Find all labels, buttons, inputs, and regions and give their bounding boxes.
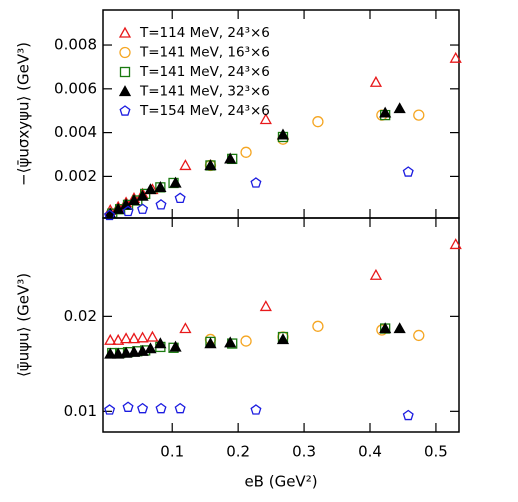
plot-frame: [102, 217, 460, 433]
x-tick-label: 0.3: [292, 443, 316, 461]
marker: [119, 346, 133, 358]
y-axis-label: ⟨ψ̄uψu⟩ (GeV³): [15, 273, 33, 377]
marker: [449, 238, 462, 250]
marker: [118, 85, 132, 97]
marker: [413, 329, 425, 342]
marker: [250, 404, 262, 415]
marker: [104, 404, 116, 415]
marker: [169, 176, 182, 188]
marker: [144, 342, 157, 354]
marker: [155, 199, 167, 210]
marker: [119, 66, 131, 78]
marker: [179, 159, 192, 171]
marker: [204, 159, 217, 171]
marker: [119, 46, 131, 59]
marker: [312, 116, 324, 128]
marker: [259, 113, 272, 125]
y-tick-label: 0.006: [54, 79, 97, 97]
marker: [155, 402, 167, 414]
marker: [413, 109, 425, 121]
marker: [393, 102, 406, 114]
y-axis-label: −⟨ψ̄uσxyψu⟩ (GeV³): [15, 42, 33, 186]
marker: [393, 322, 406, 334]
marker: [224, 336, 237, 348]
marker: [119, 332, 133, 344]
marker: [127, 332, 141, 344]
legend-label: T=154 MeV, 24³×6: [139, 103, 270, 119]
marker: [174, 402, 186, 414]
marker: [112, 347, 125, 359]
marker: [449, 51, 462, 63]
marker: [154, 337, 167, 349]
y-tick-label: 0.01: [64, 402, 97, 420]
marker: [127, 345, 141, 357]
marker: [204, 337, 217, 349]
marker: [240, 146, 252, 158]
marker: [154, 181, 167, 192]
x-tick-label: 0.4: [358, 443, 382, 461]
marker: [104, 347, 117, 359]
marker: [112, 333, 125, 345]
legend-label: T=141 MeV, 16³×6: [139, 45, 270, 61]
x-tick-label: 0.5: [424, 443, 448, 461]
marker: [119, 105, 131, 116]
marker: [104, 333, 117, 345]
x-tick-label: 0.1: [160, 443, 184, 461]
y-tick-label: 0.02: [64, 307, 97, 325]
marker: [276, 333, 290, 345]
marker: [127, 194, 141, 206]
marker: [179, 322, 192, 334]
marker: [144, 183, 157, 195]
marker: [369, 75, 383, 87]
marker: [136, 189, 149, 201]
x-tick-label: 0.2: [226, 443, 250, 461]
legend-label: T=141 MeV, 24³×6: [139, 64, 270, 80]
marker: [122, 205, 134, 217]
marker: [122, 401, 134, 412]
marker: [104, 209, 116, 221]
y-tick-label: 0.004: [54, 123, 97, 141]
marker: [146, 330, 159, 342]
marker: [276, 128, 290, 140]
marker: [174, 192, 186, 203]
marker: [379, 322, 392, 334]
legend-label: T=141 MeV, 32³×6: [139, 84, 270, 100]
marker: [136, 331, 149, 343]
y-tick-label: 0.002: [54, 167, 97, 185]
marker: [402, 409, 414, 421]
marker: [169, 340, 182, 352]
marker: [118, 26, 132, 38]
marker: [312, 320, 324, 332]
marker: [240, 335, 252, 347]
legend-label: T=114 MeV, 24³×6: [139, 25, 270, 41]
marker: [402, 166, 414, 177]
marker: [259, 300, 272, 312]
x-axis-label: eB (GeV²): [244, 473, 317, 491]
marker: [137, 203, 149, 214]
marker: [224, 152, 237, 164]
y-tick-label: 0.008: [54, 36, 97, 54]
marker: [137, 402, 149, 414]
marker: [369, 268, 383, 280]
marker: [379, 106, 392, 118]
marker: [250, 177, 262, 188]
